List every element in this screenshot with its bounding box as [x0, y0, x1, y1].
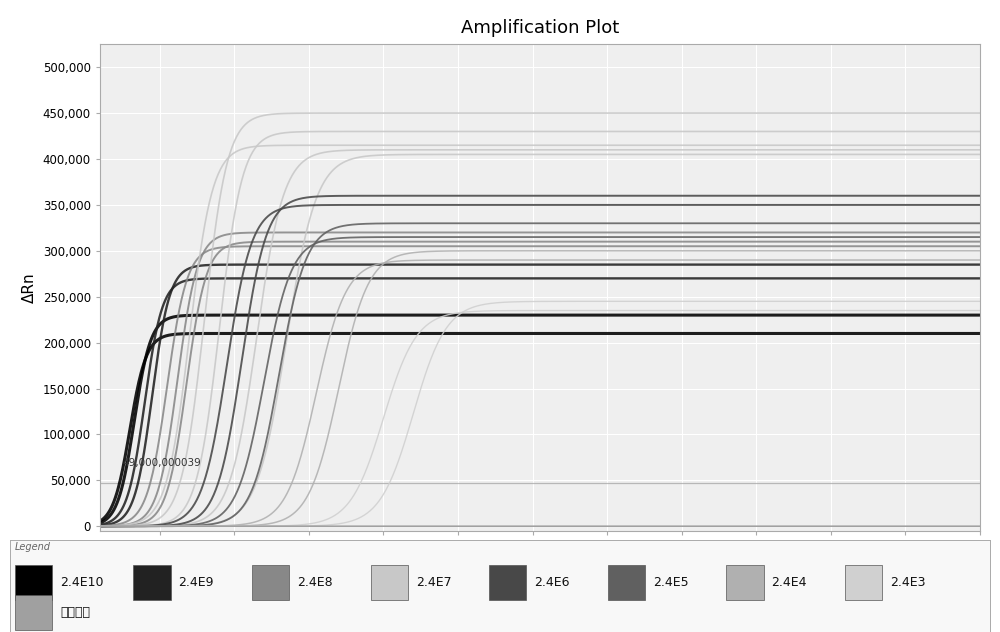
Text: 2.4E4: 2.4E4	[771, 576, 807, 589]
Text: 2.4E3: 2.4E3	[890, 576, 926, 589]
X-axis label: Cycle: Cycle	[519, 559, 561, 573]
Bar	[371, 565, 408, 600]
Bar	[252, 565, 289, 600]
Text: 49,000,000039: 49,000,000039	[122, 458, 201, 468]
Y-axis label: ΔRn: ΔRn	[22, 272, 37, 303]
Text: 阴性对照: 阴性对照	[60, 606, 90, 619]
Bar	[133, 565, 171, 600]
Bar	[608, 565, 645, 600]
Text: 2.4E9: 2.4E9	[179, 576, 214, 589]
Text: Legend: Legend	[15, 542, 51, 552]
Text: 2.4E6: 2.4E6	[534, 576, 570, 589]
Text: 2.4E5: 2.4E5	[653, 576, 689, 589]
Text: 2.4E8: 2.4E8	[297, 576, 333, 589]
Bar	[15, 565, 52, 600]
Bar	[15, 595, 52, 630]
Bar	[845, 565, 882, 600]
Bar	[726, 565, 764, 600]
Title: Amplification Plot: Amplification Plot	[461, 19, 619, 37]
Text: 2.4E7: 2.4E7	[416, 576, 451, 589]
Bar	[489, 565, 526, 600]
Text: 2.4E10: 2.4E10	[60, 576, 103, 589]
